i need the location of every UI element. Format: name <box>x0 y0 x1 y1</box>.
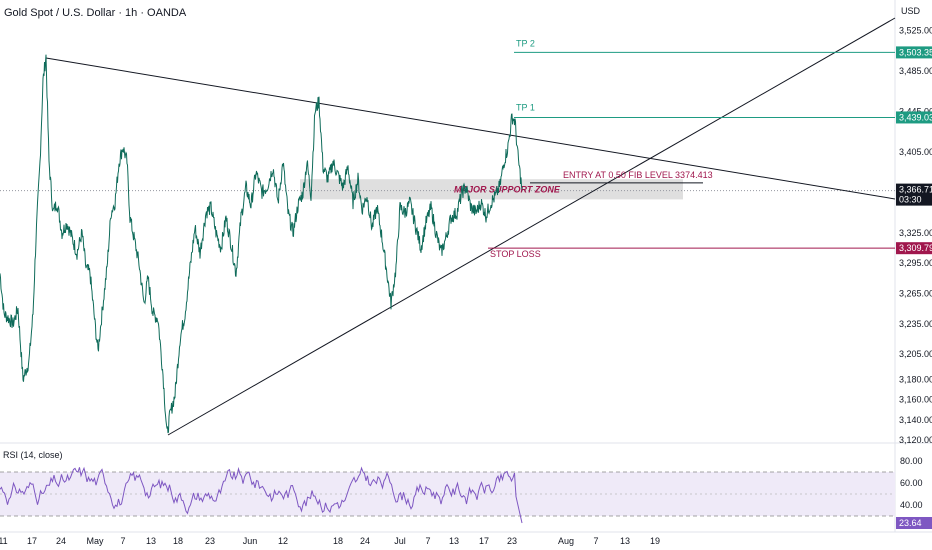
time-tick-label: 11 <box>0 536 8 546</box>
rsi-tick-label: 40.00 <box>900 500 923 510</box>
tp1-label: TP 1 <box>516 102 535 112</box>
rsi-tick-label: 80.00 <box>900 456 923 466</box>
time-tick-label: 13 <box>146 536 156 546</box>
time-tick-label: 23 <box>205 536 215 546</box>
tp1-badge-text: 3,439.035 <box>899 112 932 122</box>
price-tick-label: 3,205.000 <box>899 349 932 359</box>
rsi-value-text: 23.64 <box>899 518 922 528</box>
stop-loss-badge-text: 3,309.790 <box>899 243 932 253</box>
time-tick-label: 18 <box>173 536 183 546</box>
price-tick-label: 3,405.000 <box>899 147 932 157</box>
current-price-badge <box>896 183 932 206</box>
price-tick-label: 3,525.000 <box>899 26 932 36</box>
stop-loss-label: STOP LOSS <box>490 249 541 259</box>
chart-title: Gold Spot / U.S. Dollar · 1h · OANDA <box>4 7 187 19</box>
time-tick-label: 24 <box>56 536 66 546</box>
price-tick-label: 3,235.000 <box>899 319 932 329</box>
tp2-badge-text: 3,503.350 <box>899 47 932 57</box>
time-tick-label: May <box>86 536 104 546</box>
support-zone-label: MAJOR SUPPORT ZONE <box>454 184 561 194</box>
rsi-tick-label: 60.00 <box>900 478 923 488</box>
price-tick-label: 3,485.000 <box>899 66 932 76</box>
price-tick-label: 3,120.000 <box>899 435 932 445</box>
time-tick-label: 7 <box>593 536 598 546</box>
countdown-text: 03:30 <box>899 195 922 205</box>
time-tick-label: 12 <box>278 536 288 546</box>
time-tick-label: 7 <box>425 536 430 546</box>
price-tick-label: 3,160.000 <box>899 395 932 405</box>
time-tick-label: 19 <box>650 536 660 546</box>
price-series-line[interactable] <box>0 54 523 434</box>
current-price-text: 3,366.710 <box>899 185 932 195</box>
time-tick-label: 13 <box>449 536 459 546</box>
price-tick-label: 3,445.000 <box>899 106 932 116</box>
tp2-badge <box>896 46 932 59</box>
entry-label: ENTRY AT 0.50 FIB LEVEL 3374.413 <box>563 170 713 180</box>
time-tick-label: Jul <box>394 536 406 546</box>
time-tick-label: Aug <box>558 536 574 546</box>
tp2-label: TP 2 <box>516 38 535 48</box>
rsi-series-line[interactable] <box>0 466 523 524</box>
time-tick-label: 18 <box>333 536 343 546</box>
price-tick-label: 3,180.000 <box>899 374 932 384</box>
price-tick-label: 3,295.000 <box>899 258 932 268</box>
currency-label: USD <box>901 6 921 16</box>
time-tick-label: 17 <box>479 536 489 546</box>
price-tick-label: 3,140.000 <box>899 415 932 425</box>
lower-trendline[interactable] <box>167 17 896 436</box>
rsi-value-badge <box>896 516 932 529</box>
price-tick-label: 3,265.000 <box>899 288 932 298</box>
upper-trendline[interactable] <box>45 57 896 200</box>
time-tick-label: 23 <box>507 536 517 546</box>
time-tick-label: 13 <box>620 536 630 546</box>
rsi-title: RSI (14, close) <box>3 450 63 460</box>
time-tick-label: 17 <box>27 536 37 546</box>
price-tick-label: 3,325.000 <box>899 228 932 238</box>
time-tick-label: Jun <box>243 536 258 546</box>
time-tick-label: 24 <box>360 536 370 546</box>
tp1-badge <box>896 111 932 124</box>
stop-loss-badge <box>896 242 932 255</box>
time-tick-label: 7 <box>120 536 125 546</box>
